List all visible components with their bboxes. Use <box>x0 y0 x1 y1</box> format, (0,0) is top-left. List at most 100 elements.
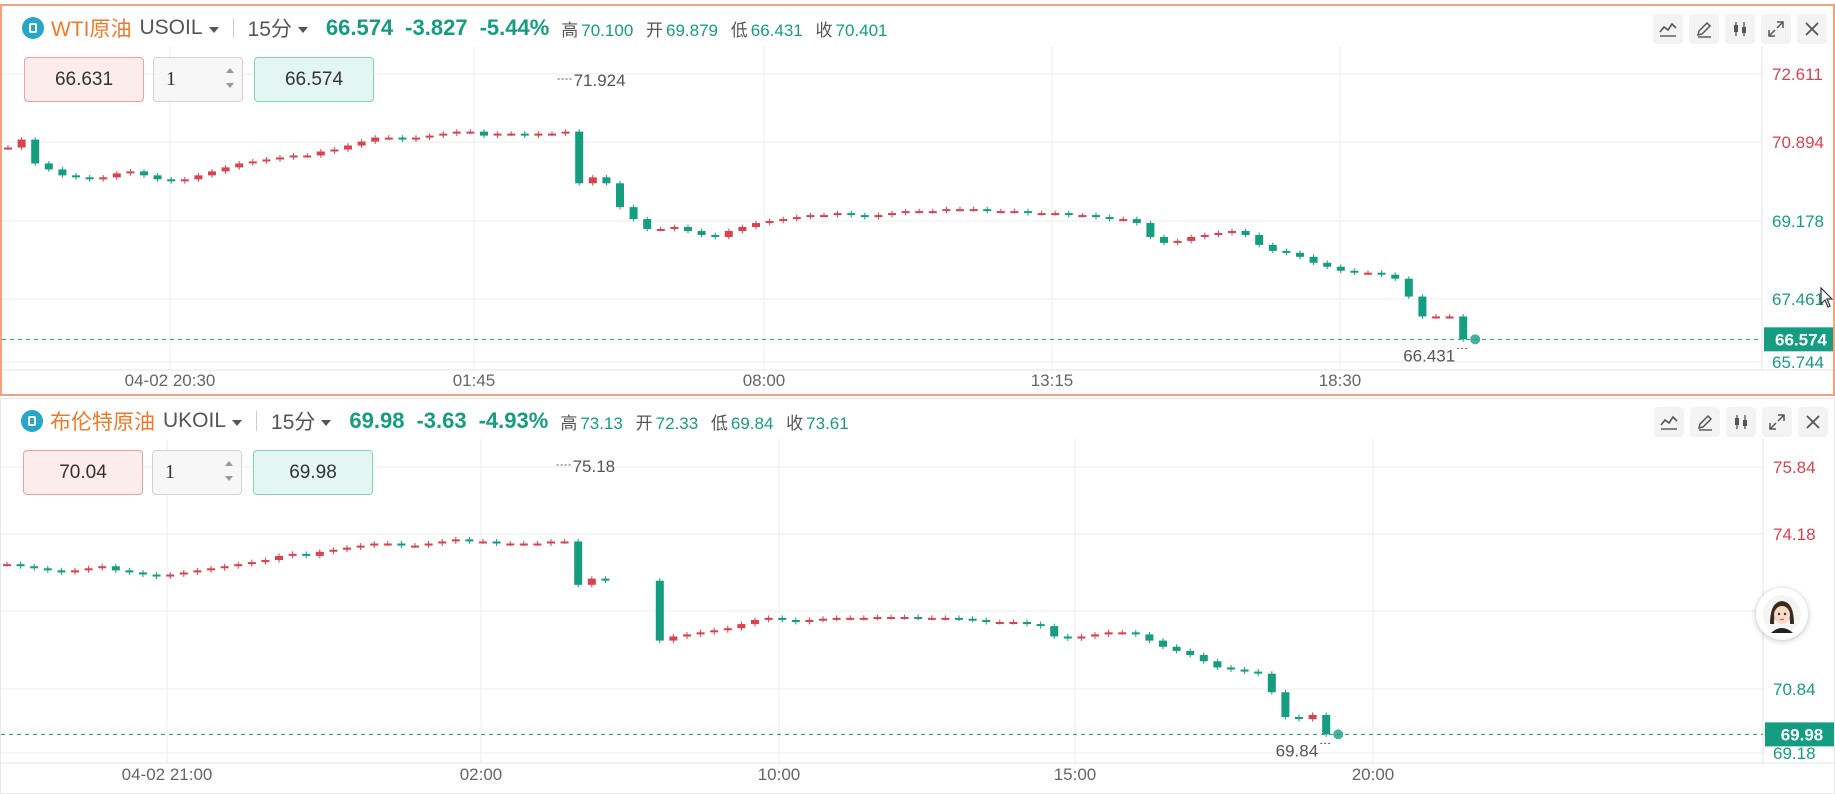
symbol-dropdown-icon[interactable] <box>208 26 219 33</box>
stepper-arrows[interactable] <box>223 457 235 489</box>
candle-body <box>1078 215 1087 218</box>
symbol-dropdown-icon[interactable] <box>232 419 243 426</box>
candle-body <box>955 617 963 620</box>
candle-body <box>942 209 951 212</box>
x-tick-label: 08:00 <box>743 371 786 390</box>
candle-body <box>1146 223 1155 237</box>
candle-body <box>1281 692 1290 718</box>
indicator-icon <box>1659 22 1677 37</box>
quantity-stepper[interactable] <box>152 450 242 495</box>
assistant-avatar[interactable] <box>1756 588 1808 640</box>
candle-body <box>832 617 841 620</box>
candle-body <box>792 217 801 220</box>
draw-button[interactable] <box>1690 407 1720 437</box>
timeframe-select[interactable]: 15分 <box>247 18 292 41</box>
decrement-icon[interactable] <box>226 83 234 88</box>
decrement-icon[interactable] <box>225 476 233 481</box>
candle-body <box>765 221 774 224</box>
candle-body <box>601 578 610 581</box>
indicator-button[interactable] <box>1653 14 1683 44</box>
draw-button[interactable] <box>1689 14 1719 44</box>
candle-body <box>805 619 814 622</box>
quantity-input[interactable] <box>154 58 221 101</box>
candle-body <box>927 617 936 620</box>
candle-body <box>1459 316 1468 340</box>
candle-body <box>1187 236 1196 241</box>
ohlc-label-high: 高 <box>561 20 579 40</box>
candle-body <box>1432 316 1440 319</box>
candlestick-chart[interactable]: 75.84 74.18 70.84 69.18 04-02 21:00 02:00 10:0… <box>1 399 1834 793</box>
symbol-code[interactable]: USOIL <box>139 16 203 39</box>
quantity-stepper[interactable] <box>153 57 243 102</box>
candle-body <box>31 139 40 164</box>
candle-body <box>711 234 720 237</box>
price-change: -3.63 <box>416 408 467 433</box>
candle-body <box>669 636 678 641</box>
candle-type-button[interactable] <box>1726 407 1756 437</box>
candle-body <box>561 131 570 134</box>
mouse-cursor-icon <box>1820 287 1834 308</box>
candle-body <box>915 211 924 214</box>
candle-body <box>969 209 978 212</box>
candle-body <box>439 133 448 136</box>
x-tick-label: 13:15 <box>1031 371 1074 390</box>
buy-button[interactable]: 66.574 <box>254 57 374 102</box>
close-button[interactable] <box>1797 14 1827 44</box>
candle-body <box>1051 213 1060 216</box>
candle-body <box>98 566 107 569</box>
sell-button[interactable]: 66.631 <box>24 57 144 102</box>
timeframe-dropdown-icon[interactable] <box>321 419 332 426</box>
symbol-name[interactable]: 布伦特原油 <box>50 411 155 434</box>
candle-body <box>697 230 706 235</box>
candle-body <box>1391 274 1400 279</box>
candle-body <box>493 133 502 136</box>
candle-body <box>888 213 896 216</box>
ohlc-label-close: 收 <box>815 20 833 40</box>
stepper-arrows[interactable] <box>224 64 236 96</box>
symbol-name[interactable]: WTI原油 <box>51 18 132 41</box>
candle-body <box>751 619 759 625</box>
buy-button[interactable]: 69.98 <box>253 450 373 495</box>
candle-body <box>1296 252 1304 257</box>
candle-body <box>778 617 787 620</box>
candle-body <box>1241 230 1250 235</box>
candle-body <box>1132 219 1141 224</box>
expand-button[interactable] <box>1762 407 1792 437</box>
ohlc-summary: 高 73.13 开 72.33 低 69.84 收 73.61 <box>560 409 856 434</box>
candle-body <box>1036 624 1045 627</box>
candle-body <box>302 553 311 556</box>
candle-body <box>207 568 215 571</box>
close-button[interactable] <box>1798 407 1828 437</box>
symbol-code[interactable]: UKOIL <box>163 409 227 432</box>
sell-button[interactable]: 70.04 <box>23 450 143 495</box>
candle-body <box>724 230 733 237</box>
price-change: -3.827 <box>405 15 468 40</box>
increment-icon[interactable] <box>226 68 234 73</box>
candle-body <box>43 568 52 571</box>
candle-body <box>4 147 12 150</box>
expand-button[interactable] <box>1761 14 1791 44</box>
candle-body <box>1104 632 1113 635</box>
price-change-percent: -5.44% <box>479 15 550 40</box>
candle-body <box>1173 240 1182 243</box>
candle-body <box>1145 634 1154 641</box>
candle-body <box>588 177 597 184</box>
candle-body <box>1336 266 1345 271</box>
current-price-dot <box>1333 729 1344 740</box>
candle-body <box>1091 634 1099 637</box>
ohlc-label-open: 开 <box>646 20 664 40</box>
y-tick-label: 69.18 <box>1773 744 1816 763</box>
timeframe-select[interactable]: 15分 <box>271 411 316 434</box>
increment-icon[interactable] <box>225 461 233 466</box>
candle-body <box>492 541 501 544</box>
x-tick-label: 04-02 21:00 <box>122 765 213 784</box>
candle-body <box>737 624 746 629</box>
candle-type-button[interactable] <box>1725 14 1755 44</box>
timeframe-dropdown-icon[interactable] <box>297 26 308 33</box>
candle-body <box>1023 622 1031 625</box>
candle-body <box>261 560 270 563</box>
indicator-button[interactable] <box>1654 407 1684 437</box>
quantity-input[interactable] <box>153 451 220 494</box>
candle-body <box>1322 714 1331 735</box>
candlestick-chart[interactable]: 72.611 70.894 69.178 67.461 65.744 04-02 20:3… <box>2 6 1833 394</box>
